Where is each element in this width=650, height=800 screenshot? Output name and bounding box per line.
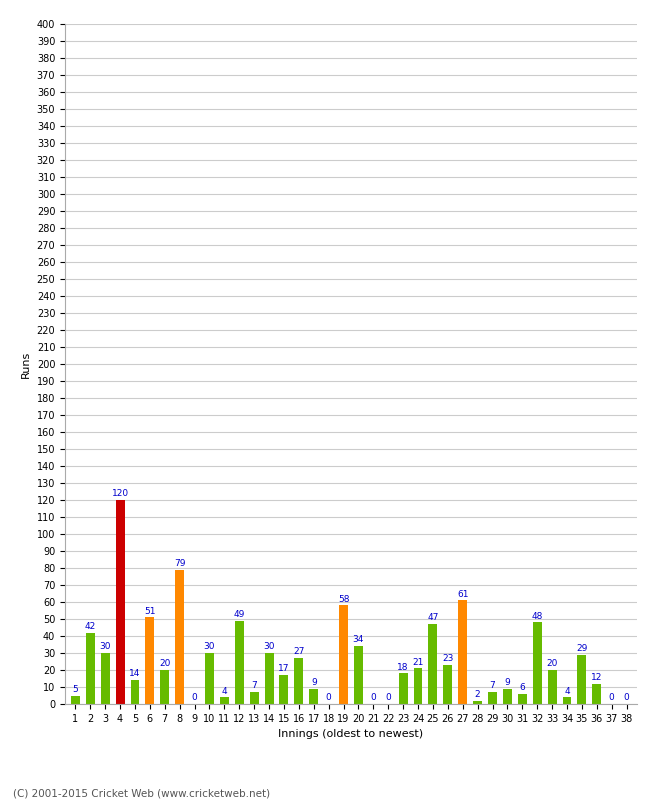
Bar: [250, 692, 259, 704]
Text: 61: 61: [457, 590, 469, 598]
Text: 7: 7: [489, 682, 495, 690]
Text: 6: 6: [519, 683, 525, 692]
Text: 30: 30: [99, 642, 111, 651]
Bar: [309, 689, 318, 704]
Text: 2: 2: [474, 690, 480, 699]
Bar: [280, 675, 289, 704]
Text: 18: 18: [397, 662, 409, 672]
Bar: [458, 600, 467, 704]
Bar: [562, 697, 571, 704]
Bar: [547, 670, 556, 704]
Bar: [413, 668, 423, 704]
Bar: [339, 606, 348, 704]
Bar: [205, 653, 214, 704]
Text: 9: 9: [504, 678, 510, 687]
Text: 7: 7: [252, 682, 257, 690]
Text: 79: 79: [174, 559, 185, 568]
Text: 5: 5: [73, 685, 78, 694]
Text: 0: 0: [326, 694, 332, 702]
Text: 23: 23: [442, 654, 454, 663]
Text: 0: 0: [370, 694, 376, 702]
Bar: [101, 653, 110, 704]
Bar: [533, 622, 541, 704]
Bar: [220, 697, 229, 704]
Text: 21: 21: [412, 658, 424, 666]
Bar: [354, 646, 363, 704]
Bar: [235, 621, 244, 704]
Bar: [577, 654, 586, 704]
Text: 4: 4: [222, 686, 227, 695]
Text: 0: 0: [385, 694, 391, 702]
Bar: [86, 633, 95, 704]
Bar: [488, 692, 497, 704]
Text: 4: 4: [564, 686, 570, 695]
Text: (C) 2001-2015 Cricket Web (www.cricketweb.net): (C) 2001-2015 Cricket Web (www.cricketwe…: [13, 788, 270, 798]
Bar: [265, 653, 274, 704]
Bar: [398, 674, 408, 704]
Bar: [71, 695, 80, 704]
Bar: [592, 683, 601, 704]
Bar: [146, 618, 155, 704]
Bar: [131, 680, 140, 704]
Text: 9: 9: [311, 678, 317, 687]
Text: 0: 0: [192, 694, 198, 702]
Bar: [473, 701, 482, 704]
Text: 30: 30: [263, 642, 275, 651]
Text: 48: 48: [532, 612, 543, 621]
X-axis label: Innings (oldest to newest): Innings (oldest to newest): [278, 730, 424, 739]
Bar: [518, 694, 527, 704]
Text: 34: 34: [353, 635, 364, 645]
Text: 0: 0: [609, 694, 614, 702]
Y-axis label: Runs: Runs: [21, 350, 31, 378]
Bar: [161, 670, 169, 704]
Text: 20: 20: [547, 659, 558, 668]
Bar: [294, 658, 304, 704]
Text: 17: 17: [278, 664, 290, 674]
Text: 0: 0: [624, 694, 629, 702]
Bar: [116, 500, 125, 704]
Text: 120: 120: [112, 490, 129, 498]
Text: 14: 14: [129, 670, 140, 678]
Text: 58: 58: [338, 594, 349, 604]
Text: 47: 47: [427, 614, 439, 622]
Bar: [503, 689, 512, 704]
Text: 27: 27: [293, 647, 305, 656]
Text: 20: 20: [159, 659, 170, 668]
Text: 12: 12: [591, 673, 603, 682]
Bar: [428, 624, 437, 704]
Text: 29: 29: [576, 644, 588, 653]
Text: 49: 49: [233, 610, 245, 619]
Bar: [443, 665, 452, 704]
Bar: [176, 570, 184, 704]
Text: 51: 51: [144, 606, 155, 616]
Text: 42: 42: [84, 622, 96, 631]
Text: 30: 30: [203, 642, 215, 651]
